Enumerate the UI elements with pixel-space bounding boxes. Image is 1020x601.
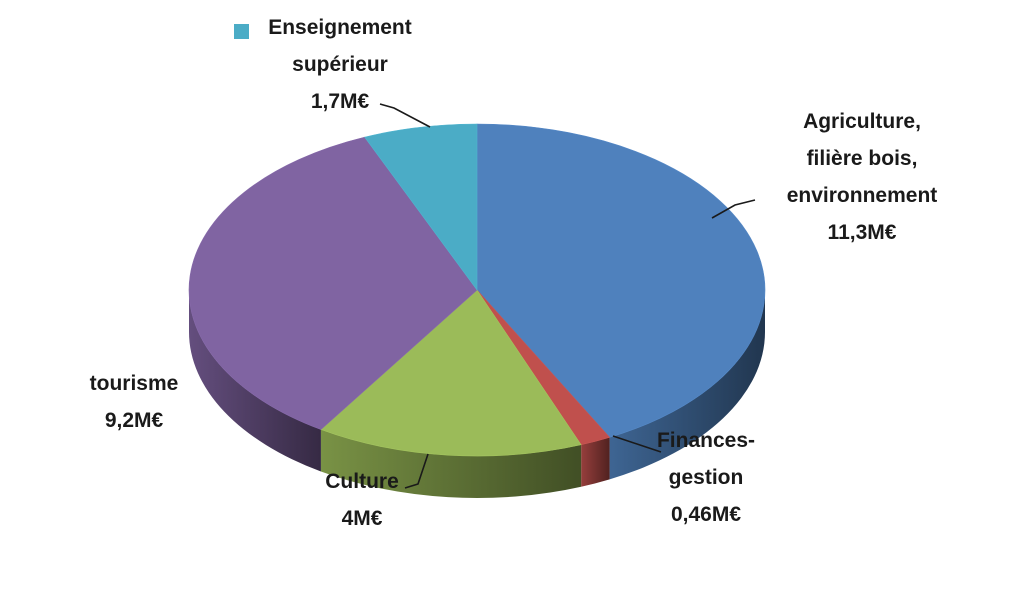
- leader-line-finances: [612, 435, 662, 453]
- slice-label-line: 4M€: [342, 507, 383, 530]
- slice-label-line: environnement: [787, 184, 938, 207]
- slice-label-line: Finances-: [657, 429, 755, 452]
- slice-culture: [320, 289, 582, 457]
- leader-line-enseignement: [379, 103, 431, 128]
- slice-label-line: Enseignement: [268, 16, 412, 39]
- slice-tourisme: [188, 136, 478, 430]
- slice-side-agriculture: [609, 290, 765, 480]
- slice-labels: Agriculture, filière bois, environnement 11…: [90, 16, 938, 530]
- legend-key-enseignement: [234, 24, 249, 39]
- slice-label-line: 0,46M€: [671, 503, 741, 526]
- slice-label-line: 9,2M€: [105, 409, 164, 432]
- leader-line-agriculture: [711, 199, 756, 219]
- slice-label-agriculture: Agriculture, filière bois, environnement 11…: [787, 110, 938, 244]
- slice-label-line: supérieur: [292, 53, 388, 76]
- slice-side-culture: [320, 429, 582, 498]
- slice-enseignement: [364, 123, 478, 291]
- slice-label-enseignement: Enseignement supérieur 1,7M€: [268, 16, 412, 113]
- slice-label-culture: Culture 4M€: [325, 470, 399, 530]
- slice-label-tourisme: tourisme 9,2M€: [90, 372, 179, 432]
- slice-label-line: filière bois,: [807, 147, 918, 170]
- slice-label-line: Agriculture,: [803, 110, 921, 133]
- slice-label-line: 11,3M€: [828, 221, 897, 244]
- pie-sides: [189, 290, 765, 498]
- pie-tops: [188, 123, 766, 457]
- leader-line-culture: [404, 453, 429, 489]
- slice-label-line: Culture: [325, 470, 399, 493]
- slice-side-tourisme: [189, 290, 321, 472]
- slice-side-finances: [581, 437, 610, 487]
- slice-label-line: 1,7M€: [311, 90, 370, 113]
- slice-agriculture: [476, 123, 766, 438]
- slice-label-line: gestion: [669, 466, 744, 489]
- slice-label-line: tourisme: [90, 372, 179, 395]
- leader-lines: [379, 103, 756, 489]
- slice-label-finances: Finances-gestion 0,46M€: [657, 429, 755, 526]
